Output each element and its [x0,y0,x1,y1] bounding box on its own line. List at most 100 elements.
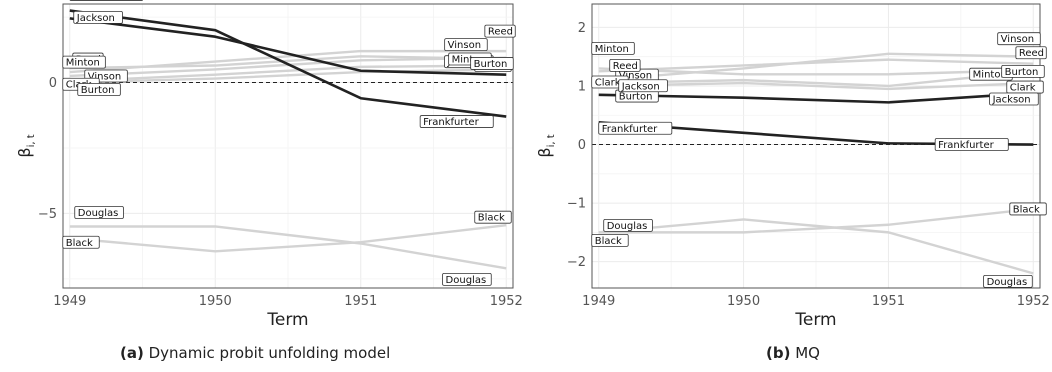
series-line-jackson [69,17,507,76]
y-tick-label: 0 [49,76,57,91]
series-label-minton-left: Minton [591,42,635,55]
label-text: Clark [1010,83,1036,94]
label-box [1009,202,1047,216]
label-text: Minton [973,70,1007,81]
series-line-black [69,223,507,253]
label-text: Frankfurter [423,117,479,128]
series-label-burton-right: Burton [1001,64,1045,78]
label-text: Burton [474,59,508,70]
x-tick-label: 1951 [872,294,905,309]
series-label-frankfurter-right: Frankfurter [419,115,494,128]
label-box [598,121,673,135]
label-box [591,233,629,247]
label-box [419,115,494,128]
series-label-reed-right: Reed [484,24,516,38]
y-axis-title: βi, t [535,134,557,157]
series-line-clark [69,64,507,83]
label-text: Frankfurter [602,124,658,135]
series-label-black-right: Black [474,210,512,224]
x-tick-label: 1952 [1017,294,1050,309]
label-box [442,272,492,286]
label-text: Burton [619,92,653,103]
caption-b-text: MQ [795,344,820,362]
label-text: Douglas [987,277,1028,288]
label-text: Black [1013,204,1040,215]
series-label-douglas-left: Douglas [603,218,653,232]
label-text: Vinson [88,71,121,82]
label-text: Vinson [448,40,481,51]
label-box [444,38,488,52]
label-text: Vinson [1001,34,1034,45]
label-text: Minton [66,58,100,69]
label-box [73,10,123,24]
chart-panel-b: VinsonVinsonReedReedMintonMintonBurtonBu… [535,3,1050,330]
label-text: Burton [1005,67,1039,78]
series-label-minton-left: Minton [62,55,106,69]
series-label-burton-left: Burton [77,83,121,96]
caption-b-label: (b) [766,344,791,362]
series-line-burton [598,70,1034,88]
y-tick-label: 1 [578,79,586,94]
label-box [62,235,100,249]
series-label-jackson-left: Jackson [618,79,668,92]
label-box [1001,64,1045,78]
label-box [474,210,512,224]
series-label-black-left: Black [62,235,100,249]
series-line-douglas [598,218,1034,275]
y-tick-label: −2 [567,255,586,270]
series-label-clark-right: Clark [1006,80,1044,94]
plot-border-a [62,3,514,289]
y-tick-label: 2 [578,21,586,36]
series-label-douglas-right: Douglas [442,272,492,286]
series-label-jackson-right: Jackson [989,92,1039,106]
label-box [77,83,121,96]
label-box [983,274,1033,288]
series-label-vinson-right: Vinson [997,32,1041,46]
x-tick-label: 1952 [490,294,523,309]
label-text: Black [66,238,93,249]
x-axis-title: Term [266,310,308,330]
series-label-reed-left: Reed [609,58,641,72]
x-axis-title: Term [794,310,836,330]
label-box [934,138,1009,151]
y-tick-label: −1 [567,197,586,212]
series-label-burton-left: Burton [615,89,659,103]
y-tick-label: −5 [38,207,57,222]
series-label-frankfurter-left: Frankfurter [598,121,673,135]
series-line-clark [598,81,1034,91]
series-line-reed [598,58,1034,73]
series-label-black-right: Black [1009,202,1047,216]
label-box [470,57,514,70]
label-text: Clark [595,77,621,88]
x-tick-label: 1950 [727,294,760,309]
y-tick-label: 0 [578,138,586,153]
series-line-jackson [598,91,1034,104]
label-text: Minton [452,54,486,65]
label-text: Minton [595,44,629,55]
series-line-minton [69,55,507,70]
series-label-frankfurter-right: Frankfurter [934,138,1009,151]
series-line-black [598,207,1034,234]
label-text: Reed [1019,48,1044,59]
label-text: Vinson [619,71,652,82]
label-text: Jackson [76,13,115,24]
label-text: Black [595,236,622,247]
label-box [603,218,653,232]
series-label-douglas-left: Douglas [74,206,124,219]
label-text: Reed [613,61,638,72]
label-text: Burton [81,85,115,96]
label-box [1015,46,1047,60]
label-text: Jackson [621,81,660,92]
y-axis-title: βi, t [15,134,37,157]
label-text: Douglas [78,208,119,219]
caption-a: (a) Dynamic probit unfolding model [120,344,390,362]
plot-border-b [591,3,1041,289]
series-label-douglas-right: Douglas [983,274,1033,288]
label-text: Frankfurter [73,0,129,1]
caption-a-label: (a) [120,344,144,362]
caption-a-text: Dynamic probit unfolding model [148,344,391,362]
label-box [997,32,1041,46]
chart-panel-a: FrankfurterFrankfurterJacksonJacksonReed… [15,0,523,330]
series-label-vinson-right: Vinson [444,38,488,52]
